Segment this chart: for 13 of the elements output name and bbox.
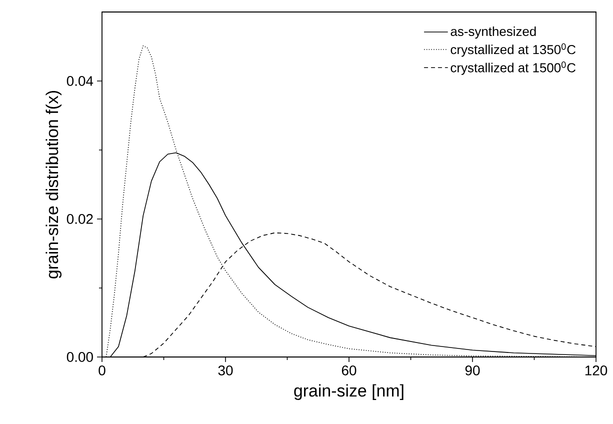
- y-tick-label: 0.00: [66, 352, 93, 362]
- legend-label: crystallized at 1350$^{0}$C: [450, 43, 576, 57]
- legend-label: crystallized at 1500$^{0}$C: [450, 62, 576, 75]
- x-axis-title: grain-size [nm]: [294, 384, 404, 400]
- x-tick-label: 30: [218, 365, 233, 376]
- x-tick-label: 120: [585, 365, 608, 376]
- y-tick-label: 0.02: [66, 214, 93, 224]
- x-tick-label: 90: [465, 365, 480, 376]
- x-tick-label: 0: [98, 365, 106, 376]
- legend-label: as-synthesized: [450, 26, 536, 39]
- y-axis-title: grain-size distribution f(x): [46, 90, 62, 278]
- x-tick-label: 60: [342, 365, 356, 376]
- y-tick-label: 0.04: [66, 76, 94, 86]
